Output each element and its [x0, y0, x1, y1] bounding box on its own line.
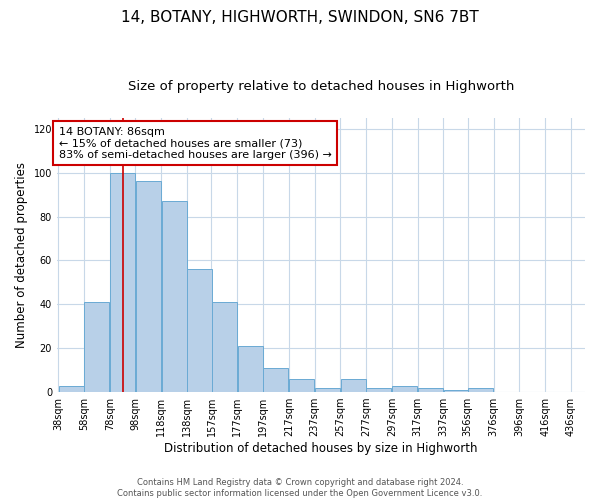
- Bar: [59, 386, 83, 392]
- Bar: [84, 302, 109, 392]
- Bar: [392, 386, 417, 392]
- Y-axis label: Number of detached properties: Number of detached properties: [15, 162, 28, 348]
- Bar: [136, 182, 161, 392]
- X-axis label: Distribution of detached houses by size in Highworth: Distribution of detached houses by size …: [164, 442, 478, 455]
- Bar: [315, 388, 340, 392]
- Bar: [238, 346, 263, 392]
- Bar: [161, 201, 187, 392]
- Bar: [263, 368, 289, 392]
- Bar: [187, 269, 212, 392]
- Bar: [443, 390, 469, 392]
- Text: Contains HM Land Registry data © Crown copyright and database right 2024.
Contai: Contains HM Land Registry data © Crown c…: [118, 478, 482, 498]
- Bar: [289, 379, 314, 392]
- Bar: [110, 172, 135, 392]
- Bar: [367, 388, 391, 392]
- Bar: [341, 379, 366, 392]
- Bar: [212, 302, 237, 392]
- Text: 14, BOTANY, HIGHWORTH, SWINDON, SN6 7BT: 14, BOTANY, HIGHWORTH, SWINDON, SN6 7BT: [121, 10, 479, 25]
- Bar: [468, 388, 493, 392]
- Title: Size of property relative to detached houses in Highworth: Size of property relative to detached ho…: [128, 80, 514, 93]
- Text: 14 BOTANY: 86sqm
← 15% of detached houses are smaller (73)
83% of semi-detached : 14 BOTANY: 86sqm ← 15% of detached house…: [59, 126, 332, 160]
- Bar: [418, 388, 443, 392]
